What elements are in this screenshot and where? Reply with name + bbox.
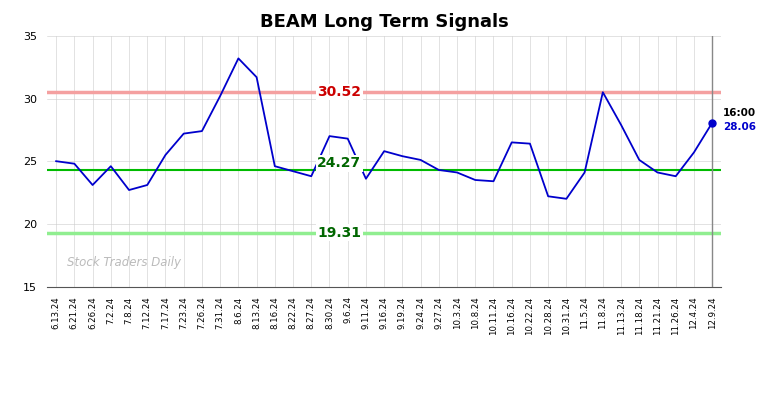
Text: Stock Traders Daily: Stock Traders Daily (67, 256, 181, 269)
Text: 28.06: 28.06 (723, 122, 756, 132)
Text: 19.31: 19.31 (318, 226, 361, 240)
Point (706, 120, 718, 126)
Title: BEAM Long Term Signals: BEAM Long Term Signals (260, 14, 509, 31)
Text: 16:00: 16:00 (723, 108, 757, 119)
Text: 30.52: 30.52 (318, 85, 361, 99)
Text: 24.27: 24.27 (318, 156, 361, 170)
